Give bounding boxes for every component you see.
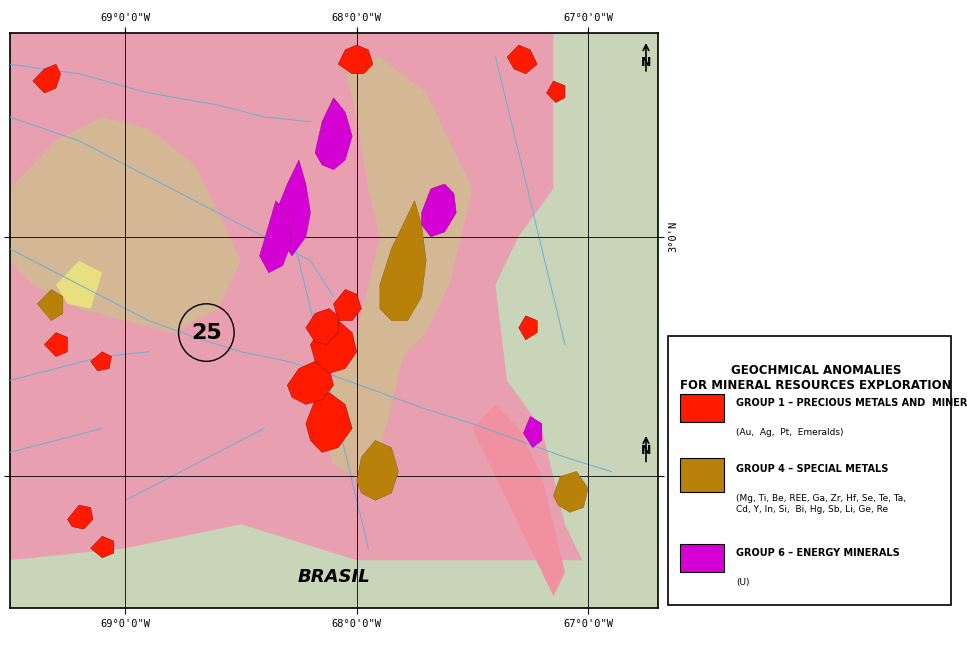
- Polygon shape: [287, 362, 334, 405]
- Polygon shape: [518, 316, 538, 340]
- Polygon shape: [495, 33, 658, 608]
- Text: (Au,  Ag,  Pt,  Emeralds): (Au, Ag, Pt, Emeralds): [736, 428, 843, 437]
- Polygon shape: [56, 260, 103, 309]
- Polygon shape: [44, 332, 68, 356]
- Polygon shape: [422, 184, 456, 237]
- Polygon shape: [276, 160, 310, 256]
- Polygon shape: [68, 505, 93, 529]
- Polygon shape: [507, 45, 538, 74]
- Text: GEOCHMICAL ANOMALIES
FOR MINERAL RESOURCES EXPLORATION: GEOCHMICAL ANOMALIES FOR MINERAL RESOURC…: [680, 364, 952, 392]
- Bar: [680, 395, 724, 422]
- Text: GROUP 1 – PRECIOUS METALS AND  MINERALS: GROUP 1 – PRECIOUS METALS AND MINERALS: [736, 398, 967, 408]
- Polygon shape: [91, 536, 114, 558]
- Polygon shape: [380, 201, 426, 321]
- Polygon shape: [33, 64, 61, 93]
- Polygon shape: [38, 290, 63, 321]
- Polygon shape: [322, 57, 473, 477]
- Polygon shape: [338, 45, 373, 74]
- Text: (Mg, Ti, Be, REE, Ga, Zr, Hf, Se, Te, Ta,
Cd, Y, In, Si,  Bi, Hg, Sb, Li, Ge, Re: (Mg, Ti, Be, REE, Ga, Zr, Hf, Se, Te, Ta…: [736, 494, 906, 514]
- Polygon shape: [546, 81, 565, 102]
- Bar: [680, 458, 724, 492]
- Text: (U): (U): [736, 578, 749, 586]
- Text: GROUP 6 – ENERGY MINERALS: GROUP 6 – ENERGY MINERALS: [736, 547, 900, 558]
- Polygon shape: [553, 471, 588, 512]
- Text: N: N: [641, 56, 651, 69]
- Polygon shape: [91, 352, 111, 371]
- Polygon shape: [10, 117, 241, 332]
- Polygon shape: [310, 321, 357, 373]
- Text: N: N: [641, 444, 651, 457]
- Polygon shape: [10, 33, 658, 608]
- Polygon shape: [259, 201, 292, 273]
- Polygon shape: [306, 309, 338, 344]
- FancyBboxPatch shape: [668, 336, 952, 605]
- Polygon shape: [306, 393, 352, 452]
- Polygon shape: [315, 98, 352, 170]
- Text: BRASIL: BRASIL: [297, 568, 370, 586]
- Polygon shape: [473, 405, 565, 596]
- Polygon shape: [10, 524, 658, 608]
- Polygon shape: [357, 440, 398, 500]
- Bar: [680, 544, 724, 572]
- Polygon shape: [523, 416, 542, 447]
- Polygon shape: [334, 290, 362, 321]
- Text: GROUP 4 – SPECIAL METALS: GROUP 4 – SPECIAL METALS: [736, 464, 889, 475]
- Text: 25: 25: [190, 323, 221, 342]
